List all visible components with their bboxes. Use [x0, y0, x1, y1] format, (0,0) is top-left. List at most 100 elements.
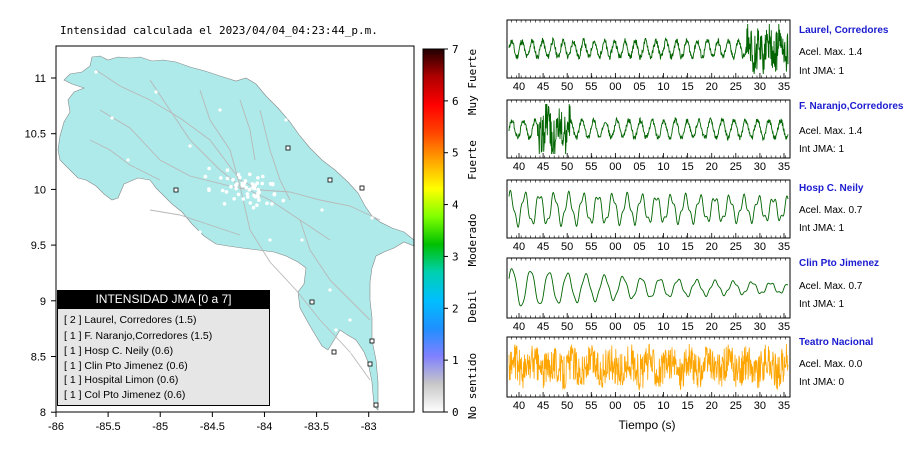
colorbar-tick-label: 2: [452, 302, 459, 315]
map-station-dot: [247, 187, 252, 192]
waveform-panel: 40 45 50 55 00 05 10 15 20 25 30 35: [506, 99, 791, 173]
map-station-dot: [281, 198, 286, 203]
map-station-dot: [272, 192, 277, 197]
map-station-dot: [251, 185, 255, 190]
map-station-dot: [124, 226, 128, 230]
map-station-dot: [328, 288, 332, 292]
map-station-dot: [256, 187, 261, 192]
waveform-tick-label: 15: [682, 400, 694, 412]
map-station-dot: [222, 202, 227, 206]
waveform-tick-label: 25: [730, 161, 742, 173]
map-station-dot: [270, 182, 275, 187]
map-station-dot: [234, 183, 238, 188]
map-x-tick-label: -86: [48, 421, 64, 433]
map-x-axis: -86 -85.5 -85 -84.5 -84 -83.5 -83: [48, 412, 377, 433]
map-station-dot: [244, 185, 248, 190]
waveform-line: [508, 103, 789, 155]
station-jma: Int JMA: 1: [799, 144, 845, 155]
station-jma: Int JMA: 1: [799, 223, 845, 234]
waveform-panels: 40 45 50 55 00 05 10 15 20 25 30 35 40 45 50 55 00 05 10 15…: [506, 19, 791, 412]
station-accel: Acel. Max. 1.4: [799, 126, 863, 137]
station-name-teatro: Teatro Nacional: [799, 337, 874, 348]
waveform-tick-label: 40: [513, 321, 525, 333]
waveform-tick-label: 55: [585, 241, 597, 253]
legend-row: [ 1 ] Hospital Limon (0.6): [64, 374, 179, 386]
map-y-tick-label: 9: [40, 296, 46, 308]
waveform-tick-label: 20: [706, 81, 718, 93]
waveform-tick-label: 50: [561, 241, 573, 253]
waveform-tick-label: 05: [633, 161, 645, 173]
waveform-panel: 40 45 50 55 00 05 10 15 20 25 30 35: [506, 257, 791, 333]
colorbar-tick-label: 0: [452, 406, 459, 419]
station-name-laurel: Laurel, Corredores: [799, 25, 889, 36]
waveform-tick-label: 00: [609, 321, 621, 333]
colorbar-tick-label: 6: [452, 95, 459, 108]
map-x-tick-label: -83: [361, 421, 377, 433]
map-station-marker: [359, 185, 365, 191]
map-station-dot: [126, 158, 130, 162]
waveform-tick-label: 15: [682, 321, 694, 333]
map-station-dot: [250, 182, 255, 186]
map-station-marker: [367, 361, 373, 367]
waveform-tick-label: 15: [682, 81, 694, 93]
map-station-dot: [334, 328, 338, 332]
waveform-tick-label: 35: [778, 241, 790, 253]
costa-rica-land: [57, 55, 414, 411]
station-jma: Int JMA: 1: [799, 66, 845, 77]
x-axis-label: Tiempo (s): [619, 418, 676, 432]
map-station-dot: [298, 268, 302, 272]
waveform-tick-label: 10: [657, 321, 669, 333]
colorbar-tick-label: 7: [452, 43, 459, 56]
map-station-dot: [207, 166, 211, 171]
map-station-dot: [231, 177, 235, 182]
colorbar-category-label: Fuerte: [466, 140, 479, 180]
map-station-dot: [236, 172, 241, 177]
waveform-panel: 40 45 50 55 00 05 10 15 20 25 30 35: [506, 336, 791, 412]
page-title: Intensidad calculada el 2023/04/04_04:23…: [60, 24, 378, 37]
map-station-dot: [253, 194, 258, 199]
waveform-tick-label: 20: [706, 161, 718, 173]
waveform-line: [508, 189, 789, 228]
waveform-panel: 40 45 50 55 00 05 10 15 20 25 30 35: [506, 179, 791, 253]
map-y-tick-label: 10: [34, 184, 46, 196]
colorbar-tick-label: 4: [452, 199, 459, 212]
waveform-tick-label: 05: [633, 400, 645, 412]
map-station-dot: [220, 188, 225, 193]
waveform-tick-label: 50: [561, 321, 573, 333]
waveform-tick-label: 45: [537, 241, 549, 253]
map-station-dot: [236, 192, 241, 197]
map-station-dot: [218, 108, 222, 112]
waveform-tick-label: 15: [682, 161, 694, 173]
waveform-tick-label: 30: [754, 241, 766, 253]
map-station-dot: [350, 350, 354, 354]
map-station-dot: [251, 205, 256, 210]
map-station-dot: [245, 192, 250, 196]
waveform-tick-label: 30: [754, 400, 766, 412]
map-station-dot: [261, 174, 265, 179]
station-jma: Int JMA: 0: [799, 377, 845, 388]
waveform-tick-label: 30: [754, 321, 766, 333]
map-station-marker: [285, 145, 291, 151]
map-station-dot: [229, 184, 233, 189]
intensity-colorbar: 0 1 2 3 4 5 6 7 No sentido Debil Moderado Fuerte Mu…: [422, 43, 479, 419]
waveform-tick-label: 40: [513, 161, 525, 173]
map-station-dot: [241, 197, 246, 201]
map-station-dot: [198, 230, 202, 234]
waveform-tick-label: 35: [778, 400, 790, 412]
waveform-tick-label: 10: [657, 400, 669, 412]
colorbar-tick-label: 1: [452, 354, 459, 367]
map-station-dot: [232, 197, 236, 201]
waveform-line: [508, 343, 789, 391]
waveform-tick-label: 55: [585, 161, 597, 173]
waveform-tick-label: 50: [561, 81, 573, 93]
map-station-dot: [225, 168, 230, 172]
waveform-line: [508, 23, 789, 75]
waveform-tick-label: 40: [513, 241, 525, 253]
waveform-tick-label: 50: [561, 400, 573, 412]
waveform-tick-label: 00: [609, 241, 621, 253]
map-station-marker: [309, 299, 315, 305]
map-y-axis: 11 10.5 10 9.5 9 8.5 8: [25, 73, 56, 419]
waveform-tick-label: 00: [609, 400, 621, 412]
map-station-dot: [248, 201, 253, 205]
map-station-dot: [243, 179, 248, 183]
